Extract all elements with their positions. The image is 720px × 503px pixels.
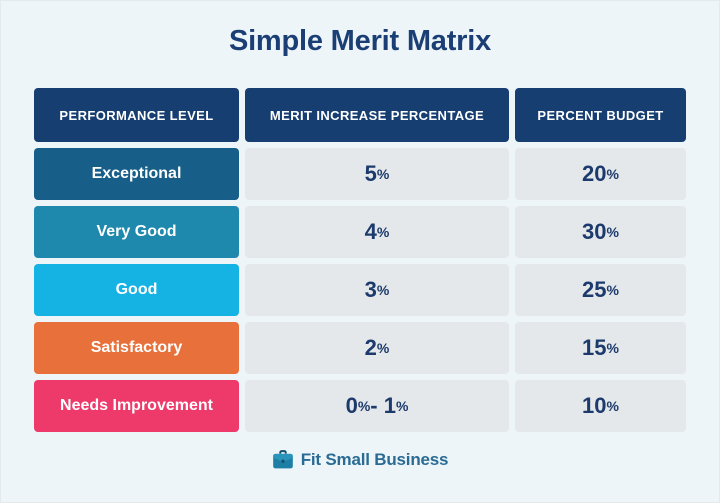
performance-level-cell: Needs Improvement: [34, 380, 239, 432]
merit-value-cell: 5%: [245, 148, 509, 200]
brand-name: Fit Small Business: [300, 450, 449, 469]
page-title: Simple Merit Matrix: [228, 25, 492, 57]
column-header-1: MERIT INCREASE PERCENTAGE: [245, 88, 509, 142]
budget-value-cell: 20%: [515, 148, 686, 200]
brand-footer: Fit Small Business: [1, 450, 719, 470]
column-header-0: PERFORMANCE LEVEL: [34, 88, 239, 142]
performance-level-cell: Good: [34, 264, 239, 316]
performance-level-cell: Satisfactory: [34, 322, 239, 374]
budget-value-cell: 15%: [515, 322, 686, 374]
performance-level-cell: Very Good: [34, 206, 239, 258]
budget-value-cell: 10%: [515, 380, 686, 432]
column-header-2: PERCENT BUDGET: [515, 88, 686, 142]
briefcase-icon: [272, 450, 293, 469]
budget-value-cell: 25%: [515, 264, 686, 316]
performance-level-cell: Exceptional: [34, 148, 239, 200]
merit-value-cell: 2%: [245, 322, 509, 374]
merit-matrix-table: PERFORMANCE LEVEL MERIT INCREASE PERCENTA…: [34, 88, 686, 432]
merit-value-cell: 3%: [245, 264, 509, 316]
merit-value-cell: 4%: [245, 206, 509, 258]
merit-value-cell: 0% - 1%: [245, 380, 509, 432]
budget-value-cell: 30%: [515, 206, 686, 258]
